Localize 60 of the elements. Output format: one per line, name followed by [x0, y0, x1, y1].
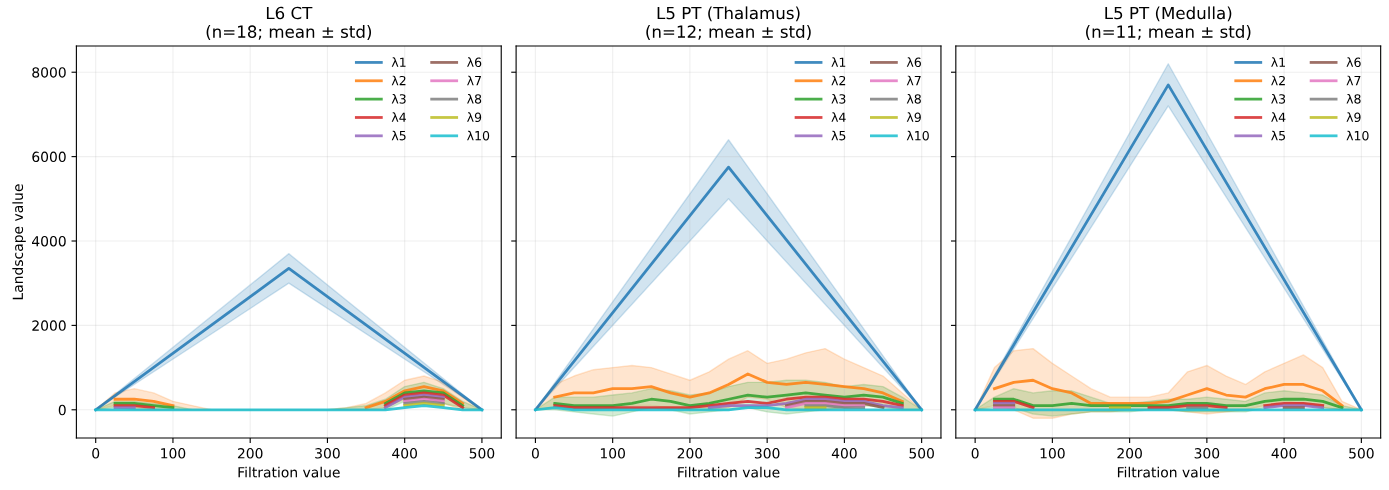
legend-label: λ3	[1271, 94, 1286, 104]
legend-label: λ8	[906, 94, 921, 104]
x-tick-label: 200	[237, 448, 263, 459]
x-tick-label: 400	[831, 448, 857, 459]
legend-label: λ10	[906, 130, 929, 141]
legend-label: λ8	[1346, 94, 1361, 104]
legend-label: λ6	[906, 57, 921, 67]
y-tick-label: 6000	[32, 151, 66, 163]
legend-label: λ1	[391, 57, 406, 67]
chart-title: L5 PT (Thalamus) (n=12; mean ± std)	[646, 6, 811, 40]
legend-label: λ5	[391, 130, 406, 141]
x-axis-title: Filtration value	[1117, 466, 1220, 478]
legend-label: λ7	[467, 75, 481, 86]
legend-label: λ2	[831, 75, 846, 86]
x-tick-label: 300	[754, 448, 780, 459]
legend-label: λ4	[391, 112, 406, 122]
legend-label: λ3	[391, 94, 406, 104]
legend-label: λ7	[1346, 75, 1361, 86]
x-tick-label: 100	[600, 448, 625, 459]
legend-label: λ10	[1346, 130, 1369, 141]
x-tick-label: 200	[1117, 448, 1142, 459]
legend-label: λ3	[831, 94, 846, 104]
legend-label: λ6	[467, 57, 482, 67]
x-tick-label: 500	[469, 448, 495, 459]
legend-label: λ9	[1346, 112, 1361, 123]
x-tick-label: 300	[315, 448, 340, 459]
y-tick-label: 0	[58, 404, 66, 416]
x-tick-label: 200	[677, 448, 703, 459]
x-tick-label: 0	[92, 448, 100, 459]
y-tick-label: 8000	[32, 67, 66, 78]
legend-label: λ4	[1271, 112, 1286, 122]
legend-label: λ1	[831, 57, 846, 67]
legend-label: λ9	[467, 112, 482, 123]
chart-title: L6 CT (n=18; mean ± std)	[206, 6, 372, 40]
legend-label: λ1	[1271, 57, 1285, 67]
legend-label: λ7	[906, 75, 921, 86]
x-tick-label: 0	[531, 448, 539, 459]
legend-label: λ6	[1346, 57, 1361, 67]
x-axis-title: Filtration value	[238, 466, 340, 478]
x-tick-label: 400	[392, 448, 418, 459]
x-tick-label: 0	[971, 448, 979, 459]
x-tick-label: 500	[1349, 448, 1374, 459]
chart-title: L5 PT (Medulla) (n=11; mean ± std)	[1086, 6, 1251, 40]
legend-label: λ10	[467, 130, 490, 141]
legend-label: λ2	[391, 75, 406, 86]
y-axis-title: Landscape value	[12, 184, 26, 300]
legend-label: λ5	[831, 130, 846, 141]
legend-label: λ9	[906, 112, 921, 123]
legend-label: λ5	[1271, 130, 1286, 141]
y-tick-label: 4000	[32, 235, 66, 247]
x-tick-label: 100	[1040, 448, 1065, 459]
legend-label: λ4	[831, 112, 846, 122]
x-tick-label: 100	[161, 448, 186, 459]
legend-label: λ2	[1271, 75, 1285, 86]
legend-label: λ8	[467, 94, 482, 104]
x-tick-label: 300	[1194, 448, 1220, 459]
y-tick-label: 2000	[32, 320, 66, 331]
x-tick-label: 500	[909, 448, 934, 459]
x-axis-title: Filtration value	[678, 466, 780, 478]
x-tick-label: 400	[1271, 448, 1297, 459]
